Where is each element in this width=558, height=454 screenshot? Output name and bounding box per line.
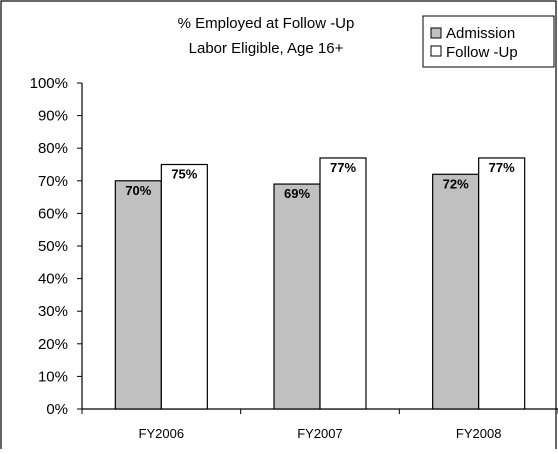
bar-admission	[273, 183, 321, 410]
y-tick-label: 60%	[38, 205, 68, 222]
legend-swatch-admission	[430, 27, 442, 39]
y-tick-label: 10%	[38, 368, 68, 385]
data-label: 77%	[489, 160, 515, 175]
y-tick-label: 50%	[38, 238, 68, 255]
y-tick-label: 80%	[38, 140, 68, 157]
legend-label-follow-up: Follow -Up	[446, 44, 518, 61]
y-tick-label: 90%	[38, 108, 68, 125]
y-tick-label: 30%	[38, 303, 68, 320]
legend-label-admission: Admission	[446, 25, 515, 42]
chart-title: % Employed at Follow -Up	[178, 15, 355, 32]
bar-follow-up	[478, 157, 526, 410]
x-tick-label: FY2006	[139, 426, 185, 441]
legend: Admission Follow -Up	[422, 15, 555, 68]
x-tick-label: FY2007	[297, 426, 343, 441]
bar-follow-up	[160, 163, 208, 410]
y-tick-label: 0%	[46, 401, 68, 418]
data-label: 69%	[284, 186, 310, 201]
data-label: 75%	[171, 167, 197, 182]
legend-swatch-follow-up	[430, 45, 442, 57]
legend-box	[422, 15, 555, 68]
bar-admission	[114, 180, 162, 410]
y-tick-label: 20%	[38, 336, 68, 353]
y-tick-label: 70%	[38, 173, 68, 190]
bar-admission	[432, 173, 480, 410]
bar-follow-up	[319, 157, 367, 410]
x-tick-label: FY2008	[456, 426, 502, 441]
y-tick-label: 100%	[30, 75, 68, 92]
data-label: 70%	[125, 183, 151, 198]
bars: 70% 75% 69% 77% 72% 77%	[114, 157, 526, 410]
y-tick-label: 40%	[38, 271, 68, 288]
data-label: 77%	[330, 160, 356, 175]
chart-subtitle: Labor Eligible, Age 16+	[189, 40, 344, 57]
data-label: 72%	[443, 176, 469, 191]
